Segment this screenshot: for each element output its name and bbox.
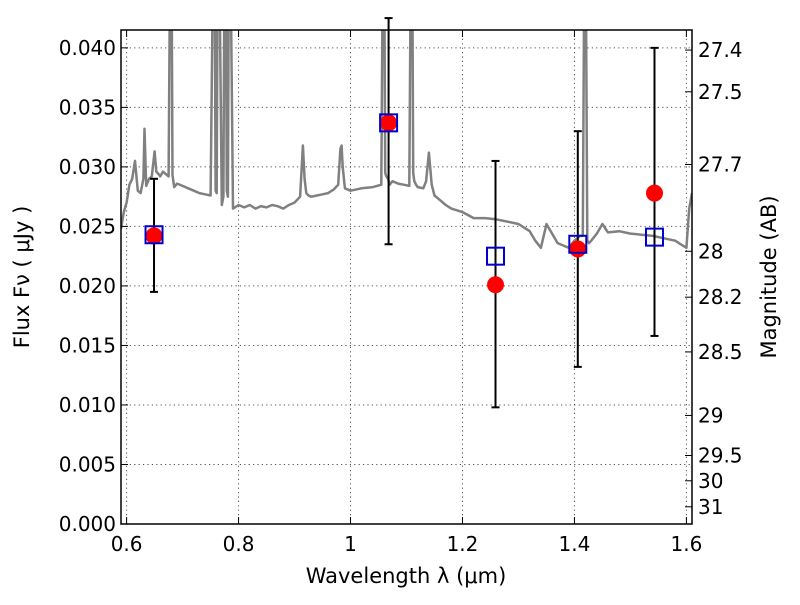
y-axis-title: Flux Fν ( μJy ) xyxy=(10,206,34,349)
x-tick-label: 1.4 xyxy=(559,532,591,556)
model-point xyxy=(644,227,664,247)
spectrum-line xyxy=(121,30,692,250)
x-axis-title: Wavelength λ (μm) xyxy=(306,564,507,588)
right-tick-label: 27.5 xyxy=(698,80,743,104)
right-tick-label: 28.5 xyxy=(698,340,743,364)
y-tick-label: 0.035 xyxy=(59,95,116,119)
marker-layer xyxy=(144,113,664,294)
observed-point xyxy=(569,240,587,258)
y-tick-label: 0.025 xyxy=(59,214,116,238)
tick-layer xyxy=(121,30,692,525)
right-tick-label: 29 xyxy=(698,403,723,427)
model-point xyxy=(379,113,399,133)
y-tick-label: 0.030 xyxy=(59,155,116,179)
x-tick-label: 0.6 xyxy=(111,532,143,556)
observed-point xyxy=(487,276,505,294)
right-axis-title: Magnitude (AB) xyxy=(757,195,781,358)
y-tick-label: 0.040 xyxy=(59,36,116,60)
model-point xyxy=(144,225,164,245)
right-tick-label: 30 xyxy=(698,469,723,493)
x-tick-label: 1 xyxy=(344,532,357,556)
x-tick-label: 0.8 xyxy=(223,532,255,556)
plot-frame xyxy=(120,29,693,525)
label-layer: 0.6 0.8 1 1.2 1.4 1.6 0.000 0.005 0.010 0.015 0.02… xyxy=(59,36,743,556)
x-tick-label: 1.6 xyxy=(670,532,702,556)
right-tick-label: 27.7 xyxy=(698,152,743,176)
observed-point xyxy=(380,114,398,132)
y-tick-label: 0.015 xyxy=(59,333,116,357)
right-tick-label: 31 xyxy=(698,495,723,519)
observed-point xyxy=(145,227,163,245)
x-tick-label: 1.2 xyxy=(447,532,479,556)
model-point xyxy=(568,234,588,254)
right-tick-label: 28.2 xyxy=(698,285,743,309)
right-tick-label: 28 xyxy=(698,239,723,263)
y-tick-label: 0.010 xyxy=(59,393,116,417)
observed-point xyxy=(645,184,663,202)
y-tick-label: 0.005 xyxy=(59,452,116,476)
spectrum-layer xyxy=(121,30,692,250)
model-point xyxy=(486,246,506,266)
grid-layer xyxy=(121,30,692,525)
y-tick-label: 0.000 xyxy=(59,512,116,536)
right-tick-label: 27.4 xyxy=(698,38,743,62)
right-tick-label: 29.5 xyxy=(698,443,743,467)
y-tick-label: 0.020 xyxy=(59,274,116,298)
